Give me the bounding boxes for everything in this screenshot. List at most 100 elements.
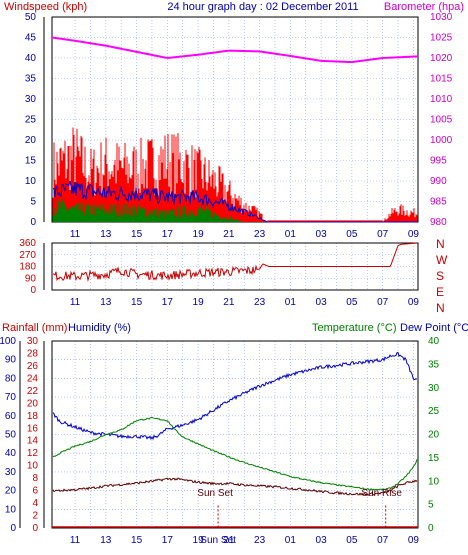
- x-tick-label: 13: [100, 535, 112, 546]
- x-tick-label: 19: [193, 297, 205, 308]
- wind-barometer-panel: 0510152025303540455098098599099510001005…: [25, 12, 453, 240]
- y-tick-label-left: 25: [25, 115, 37, 126]
- direction-letter: S: [436, 269, 444, 283]
- y-tick-label-right: 1000: [430, 135, 453, 146]
- temperature-tick-label: 5: [428, 500, 434, 511]
- rainfall-tick-label: 16: [27, 423, 39, 434]
- wind-direction-series: [52, 242, 418, 282]
- humidity-tick-label: 0: [10, 523, 16, 534]
- x-tick-label: 09: [408, 297, 420, 308]
- y-tick-label-right: 995: [430, 156, 447, 167]
- humidity-tick-label: 30: [5, 467, 17, 478]
- x-tick-label: 15: [131, 535, 143, 546]
- y-tick-label-right: 985: [430, 197, 447, 208]
- x-tick-label: 01: [285, 229, 297, 240]
- humidity-axis-label: Humidity (%): [68, 322, 131, 334]
- humidity-tick-label: 90: [5, 355, 17, 366]
- y-tick-label-left: 15: [25, 156, 37, 167]
- temperature-tick-label: 40: [428, 336, 440, 347]
- y-tick-label-right: 1010: [430, 94, 453, 105]
- y-tick-label-left: 45: [25, 33, 37, 44]
- x-tick-label: 01: [285, 297, 297, 308]
- rainfall-tick-label: 4: [32, 498, 38, 509]
- humidity-tick-label: 20: [5, 486, 17, 497]
- y-tick-label-right: 980: [430, 217, 447, 228]
- rainfall-tick-label: 0: [32, 523, 38, 534]
- temp-humidity-panel: 0102030405060708090100024681012141618202…: [0, 336, 440, 546]
- temperature-tick-label: 10: [428, 476, 440, 487]
- x-tick-label: 23: [254, 535, 266, 546]
- temperature-series: [52, 416, 418, 491]
- x-tick-label: 05: [346, 297, 358, 308]
- y-tick-label: 360: [19, 238, 36, 249]
- x-tick-label: 11: [70, 297, 81, 308]
- barometer-series: [51, 36, 419, 64]
- y-tick-label-left: 35: [25, 74, 37, 85]
- humidity-tick-label: 40: [5, 448, 17, 459]
- y-tick-label-right: 1015: [430, 74, 453, 85]
- wind-avg-series: [52, 180, 417, 223]
- x-tick-label: 19: [193, 535, 205, 546]
- y-tick-label-right: 990: [430, 176, 447, 187]
- x-tick-label: 07: [377, 535, 389, 546]
- barometer-axis-label: Barometer (hpa): [384, 1, 464, 13]
- rainfall-tick-label: 2: [32, 511, 38, 522]
- rainfall-tick-label: 6: [32, 486, 38, 497]
- y-tick-label-left: 10: [25, 176, 37, 187]
- plot-frame: [51, 242, 419, 291]
- humidity-tick-label: 80: [5, 373, 17, 384]
- rainfall-tick-label: 24: [27, 373, 39, 384]
- y-tick-label-right: 1025: [430, 33, 453, 44]
- direction-letter: N: [436, 301, 445, 315]
- plot-frame: [51, 340, 419, 529]
- x-tick-label: 13: [100, 297, 112, 308]
- y-tick-label: 0: [30, 285, 36, 296]
- x-tick-label: 11: [70, 229, 81, 240]
- x-tick-label: 03: [316, 229, 328, 240]
- dewpoint-axis-label: Dew Point (°C): [400, 322, 468, 334]
- x-tick-label: Sun Set: [200, 535, 236, 546]
- y-tick-label-left: 0: [30, 217, 36, 228]
- humidity-tick-label: 60: [5, 411, 17, 422]
- temperature-tick-label: 15: [428, 453, 440, 464]
- x-tick-label: 07: [377, 297, 389, 308]
- x-tick-label: 23: [254, 297, 266, 308]
- y-tick-label-left: 30: [25, 94, 37, 105]
- chart-title: 24 hour graph day : 02 December 2011: [167, 1, 358, 13]
- y-tick-label-left: 50: [25, 12, 37, 23]
- x-tick-label: 17: [162, 297, 174, 308]
- temperature-axis-label: Temperature (°C): [312, 322, 396, 334]
- x-tick-label: 11: [70, 535, 81, 546]
- x-tick-label: 05: [346, 535, 358, 546]
- x-tick-label: 19: [193, 229, 205, 240]
- rainfall-axis-label: Rainfall (mm): [2, 322, 67, 334]
- x-tick-label: 09: [408, 229, 420, 240]
- x-tick-label: 21: [223, 535, 235, 546]
- humidity-tick-label: 100: [0, 336, 16, 347]
- y-tick-label: 90: [25, 273, 37, 284]
- x-tick-label: 01: [285, 535, 297, 546]
- y-tick-label-left: 5: [30, 197, 36, 208]
- y-tick-label: 270: [19, 250, 36, 261]
- y-tick-label: 180: [19, 262, 36, 273]
- windspeed-axis-label: Windspeed (kph): [4, 1, 87, 13]
- dewpoint-series: [52, 477, 418, 497]
- sunrise-label: Sun Rise: [361, 488, 402, 499]
- humidity-tick-label: 70: [5, 392, 17, 403]
- rainfall-tick-label: 18: [27, 411, 39, 422]
- humidity-tick-label: 10: [5, 504, 17, 515]
- y-tick-label-right: 1030: [430, 12, 453, 23]
- x-tick-label: 21: [223, 297, 235, 308]
- rainfall-tick-label: 10: [27, 461, 39, 472]
- x-tick-label: 13: [100, 229, 112, 240]
- rainfall-tick-label: 20: [27, 398, 39, 409]
- y-tick-label-left: 40: [25, 53, 37, 64]
- x-tick-label: 07: [377, 229, 389, 240]
- x-tick-label: 17: [162, 229, 174, 240]
- temperature-tick-label: 35: [428, 359, 440, 370]
- rainfall-tick-label: 22: [27, 386, 39, 397]
- x-tick-label: 17: [162, 535, 174, 546]
